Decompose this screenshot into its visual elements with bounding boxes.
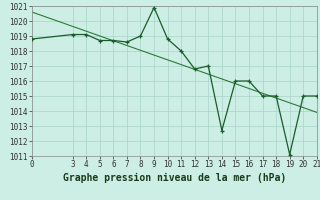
- X-axis label: Graphe pression niveau de la mer (hPa): Graphe pression niveau de la mer (hPa): [63, 173, 286, 183]
